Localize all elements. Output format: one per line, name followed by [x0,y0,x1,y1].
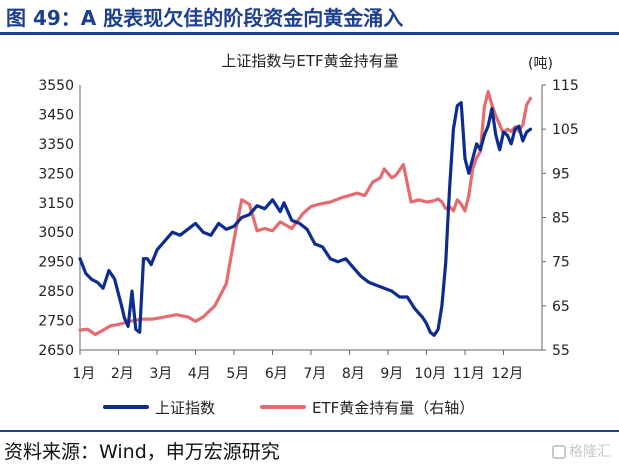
x-tick-label: 8月 [342,366,365,382]
x-tick-label: 1月 [72,366,95,382]
watermark-text: 格隆汇 [569,444,611,460]
left-tick-label: 3150 [38,196,74,212]
left-tick-label: 2750 [38,314,74,330]
left-tick-label: 2650 [38,343,74,359]
x-tick-label: 11月 [453,366,485,382]
right-tick-label: 85 [552,211,570,227]
x-tick-label: 9月 [380,366,403,382]
right-tick-label: 115 [552,78,579,94]
left-tick-label: 2950 [38,255,74,271]
right-tick-label: 95 [552,166,570,182]
right-tick-label: 75 [552,255,570,271]
right-tick-label: 105 [552,122,579,138]
left-tick-label: 3550 [38,78,74,94]
figure-title: 图 49：A 股表现欠佳的阶段资金向黄金涌入 [6,6,404,30]
x-tick-label: 10月 [414,366,446,382]
legend-label: 上证指数 [155,399,215,417]
watermark: 格隆汇 [552,441,611,461]
source-note: 资料来源：Wind，申万宏源研究 [4,441,280,463]
x-tick-label: 6月 [265,366,288,382]
right-axis-unit: (吨) [528,56,553,72]
x-tick-label: 2月 [111,366,134,382]
right-tick-label: 65 [552,299,570,315]
chart-title: 上证指数与ETF黄金持有量 [221,52,398,70]
left-tick-label: 3450 [38,107,74,123]
x-tick-label: 7月 [303,366,326,382]
series-line-index [78,101,533,337]
x-tick-label: 12月 [491,366,523,382]
x-tick-label: 5月 [226,366,249,382]
legend-label: ETF黄金持有量（右轴） [312,399,474,417]
header-divider [0,32,619,35]
left-tick-label: 3050 [38,225,74,241]
x-tick-label: 4月 [188,366,211,382]
series-line-gold-etf [78,89,533,337]
right-tick-label: 55 [552,343,570,359]
left-tick-label: 3350 [38,137,74,153]
left-tick-label: 3250 [38,166,74,182]
watermark-logo-icon [552,445,566,459]
footer-divider [0,430,619,432]
x-tick-label: 3月 [149,366,172,382]
left-tick-label: 2850 [38,284,74,300]
